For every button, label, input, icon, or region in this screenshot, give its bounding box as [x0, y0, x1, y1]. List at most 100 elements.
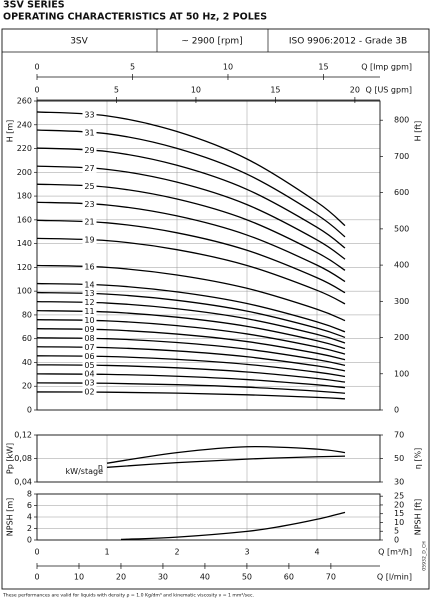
flow-tick-label: 0 — [34, 573, 39, 582]
label-bg — [82, 110, 97, 119]
curve-label: 14 — [84, 280, 94, 289]
flow-axis-label: Q [l/min] — [377, 573, 412, 582]
curve-label: 08 — [84, 334, 94, 343]
y2-tick-label: 300 — [394, 297, 409, 306]
performance-curve — [36, 300, 346, 344]
y2-tick-label: 600 — [394, 188, 409, 197]
y2-tick-label: 15 — [394, 509, 404, 518]
curve-label: 27 — [84, 164, 94, 173]
y2-tick-label: 200 — [394, 333, 409, 342]
label-bg — [82, 388, 97, 397]
y2-tick-label: 30 — [394, 478, 404, 487]
y-tick-label: 8 — [27, 490, 32, 499]
label-bg — [82, 128, 97, 137]
label-bg — [82, 298, 97, 307]
y2-tick-label: 5 — [394, 527, 399, 536]
performance-curve — [36, 355, 346, 378]
y-tick-label: 0 — [27, 536, 32, 545]
y2-tick-label: 0 — [394, 406, 399, 415]
series-title: 3SV SERIES — [3, 0, 65, 11]
subtitle: OPERATING CHARACTERISTICS AT 50 Hz, 2 PO… — [3, 12, 267, 23]
flow-tick-label: 10 — [191, 86, 201, 95]
curve-label: 09 — [84, 325, 94, 334]
flow-axis-label: Q [Imp gpm] — [361, 63, 412, 72]
y2-tick-label: 70 — [394, 431, 404, 440]
performance-curve — [106, 455, 346, 468]
y2-tick-label: 0 — [394, 536, 399, 545]
curve-label: 12 — [84, 298, 94, 307]
y-tick-label: 80 — [22, 310, 32, 319]
y-tick-label: 2 — [27, 524, 32, 533]
performance-curve — [36, 201, 346, 283]
y2-tick-label: 10 — [394, 518, 404, 527]
header-speed: ~ 2900 [rpm] — [181, 37, 242, 47]
label-bg — [82, 262, 97, 271]
flow-tick-label: 30 — [158, 573, 168, 582]
x-tick-label: 4 — [314, 548, 319, 557]
curve-label: 21 — [84, 218, 94, 227]
label-bg — [82, 146, 97, 155]
y2-tick-label: 400 — [394, 261, 409, 270]
y-tick-label: 220 — [17, 144, 32, 153]
y-tick-label: 6 — [27, 501, 32, 510]
curve-label: 03 — [84, 379, 94, 388]
x-tick-label: 1 — [104, 548, 109, 557]
y-tick-label: 260 — [17, 97, 32, 106]
label-bg — [82, 361, 97, 370]
plot-frame — [36, 493, 381, 541]
y2-tick-label: 50 — [394, 454, 404, 463]
y-tick-label: 140 — [17, 239, 32, 248]
flow-tick-label: 20 — [116, 573, 126, 582]
flow-tick-label: 10 — [74, 573, 84, 582]
label-bg — [82, 218, 97, 227]
curve-label: 29 — [84, 146, 94, 155]
label-bg — [82, 379, 97, 388]
performance-curve — [36, 382, 346, 394]
label-bg — [82, 307, 97, 316]
performance-curve — [36, 165, 346, 260]
curve-label: 13 — [84, 289, 94, 298]
performance-curve — [36, 111, 346, 227]
label-bg — [82, 343, 97, 352]
curve-label: 05 — [84, 361, 94, 370]
label-bg — [82, 370, 97, 379]
performance-curve — [36, 291, 346, 339]
drawing-code: 05932_D_CH — [422, 541, 428, 570]
y-tick-label: 160 — [17, 215, 32, 224]
y2-axis-label: NPSH [ft] — [414, 499, 423, 536]
performance-curve — [36, 219, 346, 294]
y-tick-label: 180 — [17, 192, 32, 201]
flow-tick-label: 5 — [114, 86, 119, 95]
flow-tick-label: 10 — [223, 63, 233, 72]
curve-label: 10 — [84, 316, 94, 325]
flow-tick-label: 0 — [34, 86, 39, 95]
label-bg — [82, 236, 97, 245]
x-axis-label: Q [m³/h] — [378, 548, 412, 557]
label-bg — [82, 352, 97, 361]
performance-curve — [36, 373, 346, 389]
flow-tick-label: 70 — [326, 573, 336, 582]
footnote: These performances are valid for liquids… — [2, 593, 254, 599]
label-bg — [82, 316, 97, 325]
y-tick-label: 0,12 — [14, 431, 32, 440]
plot-frame — [36, 434, 381, 483]
y2-tick-label: 700 — [394, 152, 409, 161]
flow-tick-label: 60 — [284, 573, 294, 582]
label-bg — [82, 334, 97, 343]
performance-curve — [36, 237, 346, 305]
outer-frame — [1, 28, 430, 590]
performance-curve — [36, 129, 346, 238]
label-bg — [82, 325, 97, 334]
y2-tick-label: 25 — [394, 492, 404, 501]
curve-label: 16 — [84, 262, 94, 271]
x-tick-label: 0 — [34, 548, 39, 557]
y-tick-label: 200 — [17, 168, 32, 177]
y-tick-label: 100 — [17, 287, 32, 296]
x-tick-label: 2 — [174, 548, 179, 557]
flow-tick-label: 40 — [200, 573, 210, 582]
curve-label: 02 — [84, 388, 94, 397]
flow-tick-label: 50 — [242, 573, 252, 582]
flow-axis-label: Q [US gpm] — [365, 86, 412, 95]
y-tick-label: 0,04 — [14, 478, 32, 487]
